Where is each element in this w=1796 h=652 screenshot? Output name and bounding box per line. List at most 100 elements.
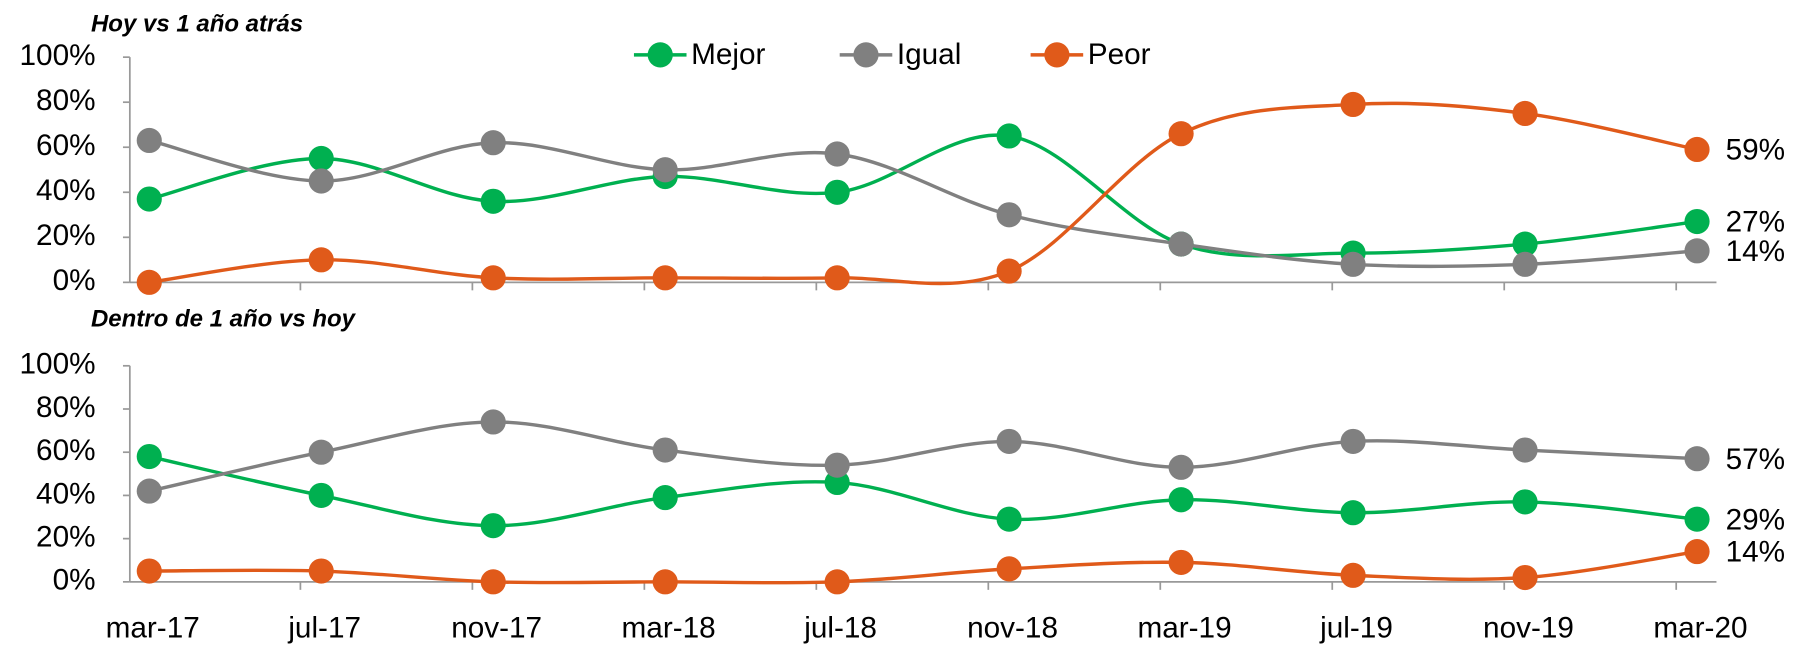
legend-marker <box>647 42 673 68</box>
marker <box>652 437 678 463</box>
marker <box>824 141 850 167</box>
x-tick-label: mar-19 <box>1137 612 1231 645</box>
marker <box>480 513 506 539</box>
marker <box>1684 506 1710 532</box>
marker <box>996 428 1022 454</box>
marker <box>308 439 334 465</box>
marker <box>824 265 850 291</box>
marker <box>824 569 850 595</box>
x-tick-label: nov-19 <box>1483 612 1574 645</box>
marker <box>1512 564 1538 591</box>
marker <box>1168 487 1194 513</box>
marker <box>1684 539 1710 565</box>
legend-marker <box>853 42 879 68</box>
marker <box>480 188 506 214</box>
y-tick-label: 80% <box>36 391 95 424</box>
marker <box>1168 454 1194 480</box>
x-tick-label: jul-18 <box>803 612 877 645</box>
marker <box>652 569 678 595</box>
x-tick-label: jul-17 <box>287 612 361 645</box>
x-tick-label: mar-17 <box>106 612 200 645</box>
y-tick-label: 20% <box>36 219 95 252</box>
marker <box>480 265 506 291</box>
y-tick-label: 40% <box>36 174 95 207</box>
marker <box>1512 100 1538 127</box>
marker <box>996 258 1022 284</box>
chart-title: Dentro de 1 año vs hoy <box>91 305 357 332</box>
marker <box>1340 428 1366 454</box>
marker <box>1684 136 1710 163</box>
series-line <box>148 420 1698 493</box>
marker <box>480 130 506 156</box>
marker <box>652 265 678 291</box>
marker <box>1168 549 1194 575</box>
series-line <box>148 133 1698 258</box>
marker <box>136 558 162 584</box>
legend-label: Igual <box>897 38 961 71</box>
marker <box>136 269 162 295</box>
series-line <box>149 101 1698 286</box>
marker <box>996 506 1022 532</box>
marker <box>308 558 334 584</box>
marker <box>996 202 1022 228</box>
y-tick-label: 0% <box>53 264 96 297</box>
marker <box>1684 208 1710 235</box>
marker <box>308 145 334 172</box>
marker <box>1512 437 1538 463</box>
marker <box>824 469 850 496</box>
chart-title: Hoy vs 1 año atrás <box>91 10 303 37</box>
legend-label: Mejor <box>691 38 765 71</box>
marker <box>652 485 678 511</box>
y-tick-label: 60% <box>36 434 95 467</box>
marker <box>480 569 506 595</box>
marker <box>1340 251 1366 277</box>
marker <box>652 157 678 183</box>
x-tick-label: nov-18 <box>967 612 1058 645</box>
series-line <box>148 138 1698 269</box>
marker <box>1340 91 1366 118</box>
marker <box>996 556 1022 582</box>
marker <box>824 179 850 205</box>
data-label: 29% <box>1726 503 1785 536</box>
data-label: 57% <box>1726 443 1785 476</box>
marker <box>136 443 162 470</box>
series-line <box>148 454 1698 528</box>
marker <box>1512 251 1538 277</box>
marker <box>480 409 506 435</box>
marker <box>996 123 1022 149</box>
marker <box>308 168 334 194</box>
marker <box>136 186 162 212</box>
data-label: 27% <box>1726 206 1785 239</box>
marker <box>824 452 850 478</box>
y-tick-label: 100% <box>20 348 96 381</box>
marker <box>1512 231 1538 257</box>
marker <box>1684 238 1710 264</box>
y-tick-label: 0% <box>53 564 96 597</box>
marker <box>136 127 162 154</box>
x-tick-label: mar-20 <box>1653 612 1747 645</box>
marker <box>308 482 334 508</box>
data-label: 14% <box>1726 536 1785 569</box>
legend-marker <box>1044 42 1070 68</box>
x-tick-label: jul-19 <box>1319 612 1393 645</box>
marker <box>1340 500 1366 526</box>
marker <box>1340 562 1366 588</box>
x-tick-label: mar-18 <box>622 612 716 645</box>
marker <box>1168 121 1194 147</box>
y-tick-label: 60% <box>36 129 95 162</box>
legend-label: Peor <box>1088 38 1151 71</box>
data-label: 59% <box>1726 134 1785 167</box>
marker <box>136 478 162 504</box>
marker <box>1512 489 1538 515</box>
y-tick-label: 20% <box>36 520 95 553</box>
series-line <box>149 549 1698 585</box>
marker <box>1168 231 1194 257</box>
y-tick-label: 80% <box>36 84 95 117</box>
data-label: 14% <box>1726 235 1785 268</box>
marker <box>1684 446 1710 472</box>
marker <box>308 247 334 273</box>
y-tick-label: 100% <box>20 39 96 72</box>
x-tick-label: nov-17 <box>451 612 542 645</box>
